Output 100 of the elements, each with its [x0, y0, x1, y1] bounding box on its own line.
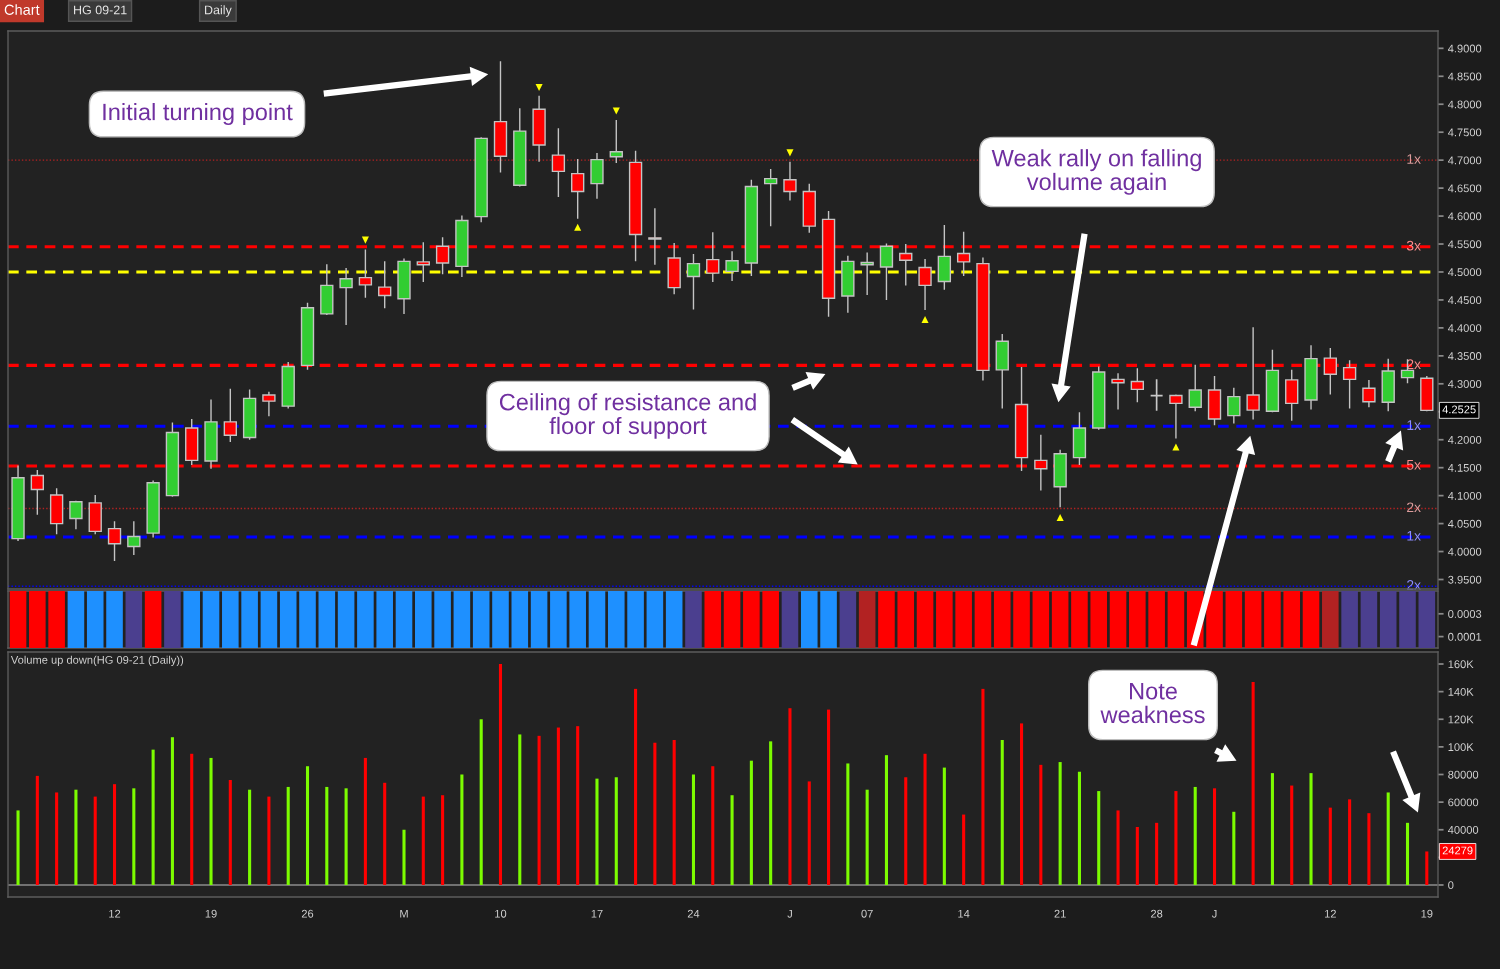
point: [574, 223, 582, 231]
candlestick: [1285, 369, 1299, 422]
annotation: Initial turning point: [103, 103, 293, 126]
bar: [614, 777, 618, 885]
candlestick: [763, 168, 778, 227]
point: [1172, 443, 1180, 451]
y-tick-label: 100K: [1448, 743, 1474, 752]
candlestick: [127, 520, 141, 556]
candlestick: [976, 256, 990, 382]
candlestick: [686, 253, 701, 311]
bar: [170, 737, 174, 885]
bar: [132, 788, 136, 885]
y-tick-label: 40000: [1447, 826, 1479, 834]
candlestick: [146, 479, 160, 539]
ref-line-label: 1x: [1407, 420, 1421, 430]
bar: [1058, 762, 1062, 885]
bar: [460, 774, 464, 885]
x-tick-label: J: [787, 909, 792, 918]
bar: [1020, 723, 1024, 885]
ref-line-label: 5x: [1406, 460, 1421, 470]
bar: [1135, 826, 1139, 885]
y-tick-label: 4.2000: [1447, 435, 1482, 444]
candlestick: [30, 469, 45, 516]
bar: [672, 739, 676, 885]
y-tick-label: 4.1000: [1447, 491, 1482, 500]
point: [535, 83, 543, 92]
bar: [112, 784, 117, 885]
candlestick: [281, 361, 295, 410]
candlestick: [725, 250, 739, 282]
x-tick-label: 21: [1054, 909, 1066, 918]
bar: [865, 789, 869, 885]
bar: [827, 709, 831, 885]
candlestick: [1169, 393, 1183, 440]
y-tick-label: 4.0000: [1447, 547, 1482, 556]
candlestick: [1420, 375, 1434, 412]
ref-line-label: 1x: [1407, 531, 1421, 541]
y-tick-label: 80000: [1448, 770, 1479, 779]
candlestick: [744, 179, 759, 277]
candlestick: [223, 388, 237, 443]
x-tick-label: 10: [495, 909, 507, 918]
candlestick: [358, 248, 373, 299]
candlestick: [397, 257, 411, 315]
candlestick: [532, 95, 546, 163]
bar: [1077, 771, 1081, 885]
bar: [1348, 799, 1352, 885]
bar: [344, 788, 348, 885]
candlestick: [1130, 367, 1145, 403]
x-tick-label: 14: [958, 909, 970, 918]
bar: [35, 775, 39, 885]
bar: [730, 795, 734, 885]
bar: [228, 780, 232, 885]
bar: [305, 766, 310, 885]
x-tick-label: 12: [109, 909, 121, 918]
y-tick-label: 4.6500: [1447, 184, 1482, 193]
bar: [16, 810, 20, 885]
ref-line-label: 3x: [1406, 240, 1421, 251]
bar: [74, 789, 78, 885]
x-tick-label: 12: [1324, 909, 1336, 918]
y-tick-label: 4.4500: [1447, 296, 1482, 305]
y-tick-label: 4.1500: [1447, 463, 1482, 472]
bar: [962, 814, 966, 885]
candlestick: [242, 388, 257, 441]
bar: [1328, 807, 1332, 885]
candlestick: [937, 224, 952, 291]
bar: [942, 767, 946, 885]
bar: [209, 757, 213, 885]
bar: [788, 708, 792, 885]
bar: [749, 760, 753, 885]
bar: [498, 664, 503, 885]
point: [786, 149, 794, 157]
bar: [248, 789, 252, 885]
y-tick-label: 0: [1448, 881, 1454, 890]
bar: [1232, 811, 1236, 885]
candlestick: [609, 119, 623, 164]
bar: [769, 741, 773, 885]
bar: [1155, 822, 1159, 885]
annotation: Weak rally on falling volume again: [991, 149, 1201, 195]
ref-line-label: 1x: [1407, 154, 1421, 164]
candlestick: [11, 464, 25, 542]
candlestick: [1265, 349, 1280, 414]
candlestick: [1072, 411, 1087, 466]
candlestick: [513, 107, 527, 188]
y-tick-label: 120K: [1448, 715, 1474, 724]
bar: [267, 796, 271, 885]
candlestick: [300, 302, 315, 371]
candlestick: [783, 161, 797, 202]
y-tick-label: 4.5500: [1447, 240, 1482, 249]
bar: [923, 753, 927, 885]
y-tick-label: 160K: [1448, 660, 1474, 669]
candlestick: [1227, 387, 1241, 425]
candlestick: [1207, 375, 1222, 426]
candlestick: [841, 255, 855, 314]
x-tick-label: 28: [1151, 909, 1163, 918]
bar: [653, 742, 657, 885]
candlestick: [802, 182, 816, 234]
bar: [556, 727, 560, 885]
candlestick: [1092, 365, 1106, 431]
candlestick: [320, 263, 334, 316]
ref-line-label: 2x: [1407, 502, 1421, 513]
x-tick-label: 24: [687, 909, 700, 918]
